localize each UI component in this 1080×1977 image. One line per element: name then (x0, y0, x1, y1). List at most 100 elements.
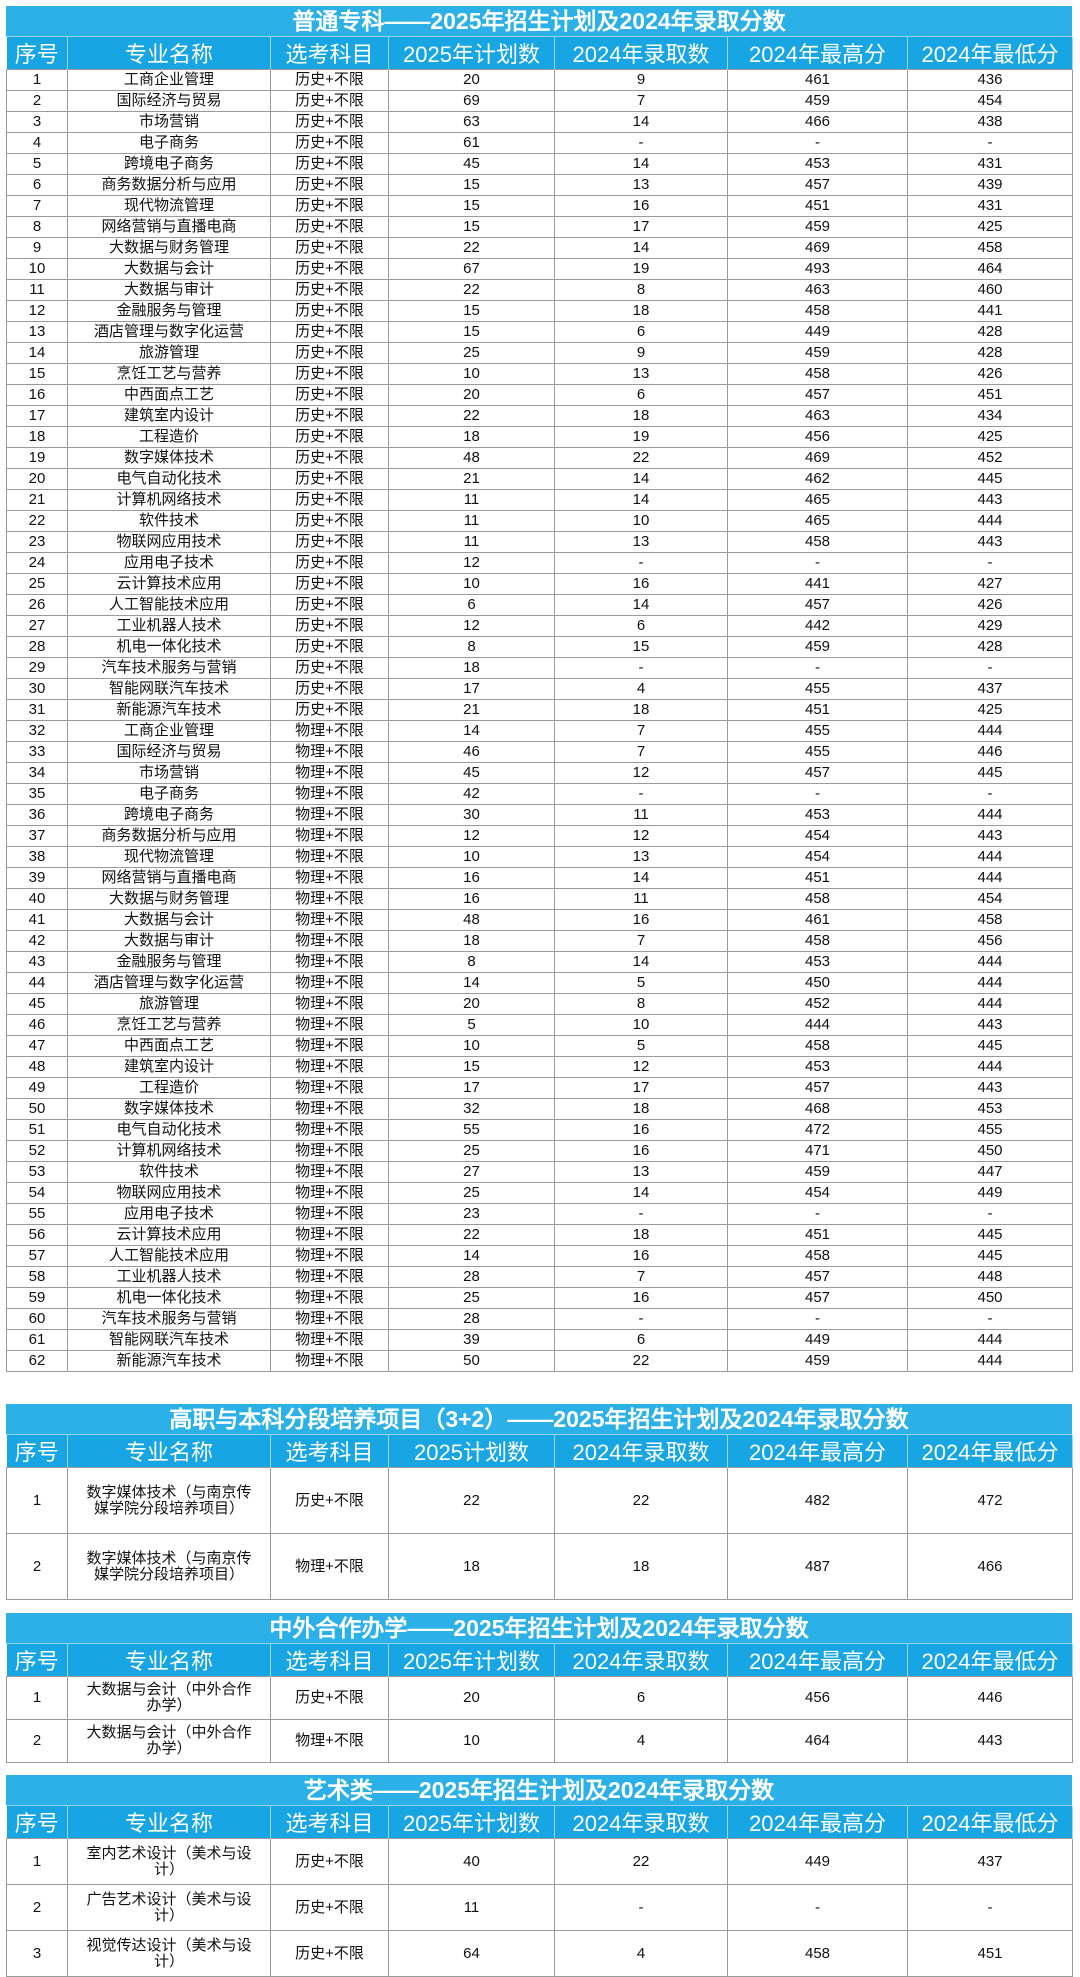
cell-min-score-2024: 443 (907, 1719, 1073, 1763)
cell-seq: 1 (6, 1676, 68, 1720)
cell-plan-2025: 67 (388, 258, 555, 280)
table-row: 22 软件技术 历史+不限 11 10 465 444 (6, 510, 1073, 532)
column-header-seq: 序号 (6, 1806, 68, 1839)
cell-plan-2025: 18 (388, 930, 555, 952)
cell-subjects: 历史+不限 (270, 1467, 389, 1534)
cell-major: 烹饪工艺与营养 (67, 1014, 271, 1036)
cell-max-score-2024: 457 (727, 1287, 908, 1309)
column-header-admitted-2024: 2024年录取数 (554, 37, 728, 70)
table-row: 1 室内艺术设计（美术与设计） 历史+不限 40 22 449 437 (6, 1838, 1073, 1885)
cell-admitted-2024: 5 (554, 1035, 728, 1057)
cell-major: 新能源汽车技术 (67, 1350, 271, 1372)
cell-min-score-2024: 451 (907, 1930, 1073, 1977)
cell-max-score-2024: 454 (727, 825, 908, 847)
cell-major: 网络营销与直播电商 (67, 216, 271, 238)
cell-plan-2025: 20 (388, 993, 555, 1015)
cell-major: 应用电子技术 (67, 1203, 271, 1225)
cell-seq: 59 (6, 1287, 68, 1309)
table-row: 15 烹饪工艺与营养 历史+不限 10 13 458 426 (6, 363, 1073, 385)
cell-min-score-2024: 458 (907, 237, 1073, 259)
cell-major: 工业机器人技术 (67, 1266, 271, 1288)
cell-admitted-2024: 7 (554, 720, 728, 742)
cell-max-score-2024: 459 (727, 1161, 908, 1183)
column-header-seq: 序号 (6, 1644, 68, 1677)
table-row: 38 现代物流管理 物理+不限 10 13 454 444 (6, 846, 1073, 868)
cell-plan-2025: 28 (388, 1308, 555, 1330)
cell-plan-2025: 48 (388, 909, 555, 931)
cell-subjects: 物理+不限 (270, 741, 389, 763)
cell-min-score-2024: 449 (907, 1182, 1073, 1204)
cell-seq: 1 (6, 1467, 68, 1534)
cell-min-score-2024: 466 (907, 1533, 1073, 1600)
column-header-major: 专业名称 (67, 1644, 271, 1677)
cell-admitted-2024: 7 (554, 90, 728, 112)
cell-subjects: 历史+不限 (270, 111, 389, 133)
column-header-plan-2025: 2025年计划数 (388, 37, 555, 70)
cell-subjects: 物理+不限 (270, 1014, 389, 1036)
cell-min-score-2024: 425 (907, 426, 1073, 448)
cell-seq: 21 (6, 489, 68, 511)
cell-min-score-2024: 437 (907, 1838, 1073, 1885)
cell-subjects: 物理+不限 (270, 720, 389, 742)
cell-major: 计算机网络技术 (67, 489, 271, 511)
table-row: 17 建筑室内设计 历史+不限 22 18 463 434 (6, 405, 1073, 427)
cell-major: 网络营销与直播电商 (67, 867, 271, 889)
cell-subjects: 物理+不限 (270, 1077, 389, 1099)
cell-seq: 17 (6, 405, 68, 427)
cell-seq: 20 (6, 468, 68, 490)
cell-min-score-2024: 448 (907, 1266, 1073, 1288)
cell-major: 大数据与审计 (67, 279, 271, 301)
cell-admitted-2024: 13 (554, 174, 728, 196)
cell-subjects: 物理+不限 (270, 1329, 389, 1351)
table-row: 24 应用电子技术 历史+不限 12- - - (6, 552, 1073, 574)
cell-max-score-2024: - (727, 1884, 908, 1931)
table-row: 29 汽车技术服务与营销 历史+不限 18- - - (6, 657, 1073, 679)
cell-seq: 1 (6, 69, 68, 91)
cell-major: 室内艺术设计（美术与设计） (67, 1838, 271, 1885)
cell-major: 新能源汽车技术 (67, 699, 271, 721)
cell-admitted-2024: 7 (554, 741, 728, 763)
cell-seq: 54 (6, 1182, 68, 1204)
cell-seq: 41 (6, 909, 68, 931)
column-header-max-score-2024: 2024年最高分 (727, 37, 908, 70)
cell-admitted-2024: - (554, 657, 728, 679)
table-row: 1 工商企业管理 历史+不限 20 9 461 436 (6, 69, 1073, 91)
cell-min-score-2024: - (907, 1203, 1073, 1225)
cell-max-score-2024: 459 (727, 342, 908, 364)
cell-seq: 31 (6, 699, 68, 721)
cell-plan-2025: 25 (388, 342, 555, 364)
cell-admitted-2024: 5 (554, 972, 728, 994)
table-row: 46 烹饪工艺与营养 物理+不限 5 10 444 443 (6, 1014, 1073, 1036)
cell-max-score-2024: 493 (727, 258, 908, 280)
cell-subjects: 历史+不限 (270, 384, 389, 406)
cell-seq: 35 (6, 783, 68, 805)
cell-admitted-2024: 11 (554, 888, 728, 910)
cell-major: 广告艺术设计（美术与设计） (67, 1884, 271, 1931)
cell-seq: 38 (6, 846, 68, 868)
cell-max-score-2024: 449 (727, 321, 908, 343)
table-row: 14 旅游管理 历史+不限 25 9 459 428 (6, 342, 1073, 364)
cell-seq: 12 (6, 300, 68, 322)
cell-seq: 3 (6, 111, 68, 133)
column-header-min-score-2024: 2024年最低分 (907, 1806, 1073, 1839)
cell-subjects: 物理+不限 (270, 825, 389, 847)
cell-admitted-2024: 22 (554, 447, 728, 469)
cell-plan-2025: 50 (388, 1350, 555, 1372)
cell-subjects: 物理+不限 (270, 1161, 389, 1183)
cell-max-score-2024: 463 (727, 405, 908, 427)
cell-max-score-2024: 449 (727, 1329, 908, 1351)
cell-plan-2025: 15 (388, 195, 555, 217)
cell-max-score-2024: 457 (727, 384, 908, 406)
cell-plan-2025: 22 (388, 237, 555, 259)
cell-seq: 62 (6, 1350, 68, 1372)
cell-subjects: 物理+不限 (270, 951, 389, 973)
table-row: 60 汽车技术服务与营销 物理+不限 28- - - (6, 1308, 1073, 1330)
cell-seq: 2 (6, 1719, 68, 1763)
table-row: 45 旅游管理 物理+不限 20 8 452 444 (6, 993, 1073, 1015)
cell-min-score-2024: 428 (907, 321, 1073, 343)
cell-min-score-2024: 444 (907, 804, 1073, 826)
cell-admitted-2024: 22 (554, 1838, 728, 1885)
section-title: 高职与本科分段培养项目（3+2）——2025年招生计划及2024年录取分数 (6, 1404, 1072, 1435)
cell-plan-2025: 15 (388, 1056, 555, 1078)
cell-max-score-2024: 449 (727, 1838, 908, 1885)
